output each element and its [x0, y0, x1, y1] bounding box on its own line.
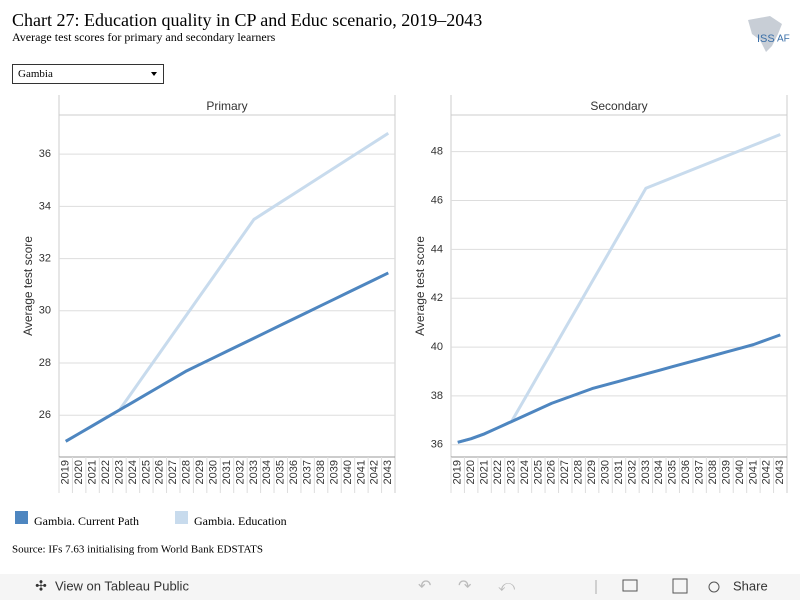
y-tick-label: 36 — [431, 439, 443, 451]
dropdown-arrow[interactable] — [151, 72, 157, 76]
y-tick-label: 44 — [431, 243, 443, 255]
redo[interactable]: ↷ — [458, 578, 472, 595]
y-tick-label: 34 — [39, 200, 51, 212]
y-axis-title: Average test score — [413, 236, 427, 336]
dropdown[interactable] — [12, 64, 164, 84]
x-tick-label: 2035 — [275, 460, 287, 484]
x-tick-label: 2033 — [640, 460, 652, 484]
series-line — [64, 271, 389, 443]
x-tick-label: 2030 — [207, 460, 219, 484]
x-tick-label: 2039 — [328, 460, 340, 484]
x-tick-label: 2029 — [194, 460, 206, 484]
legend-swatch — [15, 511, 28, 524]
logo-map — [748, 16, 782, 52]
x-tick-label: 2034 — [261, 460, 273, 484]
y-tick-label: 28 — [39, 357, 51, 369]
revert[interactable]: ⤺ — [498, 578, 515, 595]
x-tick-label: 2020 — [73, 460, 85, 484]
legend-swatch — [175, 511, 188, 524]
x-tick-label: 2022 — [100, 460, 112, 484]
x-tick-label: 2021 — [87, 460, 99, 484]
toolbar — [0, 574, 800, 600]
download[interactable] — [622, 579, 638, 592]
view-link[interactable]: View on Tableau Public — [55, 578, 189, 593]
tableau-icon[interactable]: ✣ — [35, 578, 47, 594]
share[interactable]: Share — [733, 578, 768, 593]
x-tick-label: 2032 — [626, 460, 638, 484]
fullscreen[interactable] — [672, 578, 688, 594]
source: Source: IFs 7.63 initialising from World… — [12, 544, 263, 556]
x-tick-label: 2024 — [519, 460, 531, 484]
logo-text: AF — [777, 34, 790, 45]
y-tick-label: 26 — [39, 409, 51, 421]
y-tick-label: 40 — [431, 341, 443, 353]
x-tick-label: 2026 — [154, 460, 166, 484]
x-tick-label: 2032 — [234, 460, 246, 484]
x-tick-label: 2024 — [127, 460, 139, 484]
y-tick-label: 32 — [39, 252, 51, 264]
x-tick-label: 2022 — [492, 460, 504, 484]
x-tick-label: 2031 — [221, 460, 233, 484]
y-tick-label: 30 — [39, 305, 51, 317]
x-tick-label: 2035 — [667, 460, 679, 484]
x-tick-label: 2019 — [452, 460, 464, 484]
y-axis-title: Average test score — [21, 236, 35, 336]
y-tick-label: 42 — [431, 292, 443, 304]
subtitle: Average test scores for primary and seco… — [12, 30, 276, 44]
legend-label: Gambia. Education — [194, 514, 287, 528]
x-tick-label: 2039 — [720, 460, 732, 484]
x-tick-label: 2042 — [761, 460, 773, 484]
x-tick-label: 2038 — [315, 460, 327, 484]
x-tick-label: 2037 — [302, 460, 314, 484]
x-tick-label: 2043 — [382, 460, 394, 484]
panel-title: Primary — [206, 99, 247, 113]
x-tick-label: 2036 — [680, 460, 692, 484]
x-tick-label: 2023 — [113, 460, 125, 484]
x-tick-label: 2025 — [140, 460, 152, 484]
logo-text: ISS — [757, 33, 775, 45]
x-tick-label: 2041 — [747, 460, 759, 484]
x-tick-label: 2043 — [774, 460, 786, 484]
x-tick-label: 2042 — [369, 460, 381, 484]
x-tick-label: 2026 — [546, 460, 558, 484]
x-tick-label: 2041 — [355, 460, 367, 484]
x-tick-label: 2040 — [342, 460, 354, 484]
x-tick-label: 2033 — [248, 460, 260, 484]
x-tick-label: 2025 — [532, 460, 544, 484]
x-tick-label: 2030 — [599, 460, 611, 484]
x-tick-label: 2027 — [167, 460, 179, 484]
x-tick-label: 2038 — [707, 460, 719, 484]
x-tick-label: 2031 — [613, 460, 625, 484]
series-line — [457, 333, 781, 444]
x-tick-label: 2020 — [465, 460, 477, 484]
undo[interactable]: ↶ — [418, 578, 431, 595]
x-tick-label: 2029 — [586, 460, 598, 484]
x-tick-label: 2021 — [479, 460, 491, 484]
x-tick-label: 2019 — [60, 460, 72, 484]
legend-label: Gambia. Current Path — [34, 514, 139, 528]
title: Chart 27: Education quality in CP and Ed… — [12, 10, 482, 30]
y-tick-label: 48 — [431, 146, 443, 158]
x-tick-label: 2023 — [505, 460, 517, 484]
y-tick-label: 46 — [431, 194, 443, 206]
x-tick-label: 2036 — [288, 460, 300, 484]
y-tick-label: 36 — [39, 148, 51, 160]
x-tick-label: 2037 — [694, 460, 706, 484]
series-line — [64, 132, 390, 443]
y-tick-label: 38 — [431, 390, 443, 402]
panel-title: Secondary — [590, 99, 647, 113]
x-tick-label: 2040 — [734, 460, 746, 484]
x-tick-label: 2028 — [181, 460, 193, 484]
x-tick-label: 2028 — [573, 460, 585, 484]
dropdown-value[interactable]: Gambia — [18, 68, 53, 80]
x-tick-label: 2027 — [559, 460, 571, 484]
x-tick-label: 2034 — [653, 460, 665, 484]
share-icon[interactable] — [708, 581, 720, 593]
